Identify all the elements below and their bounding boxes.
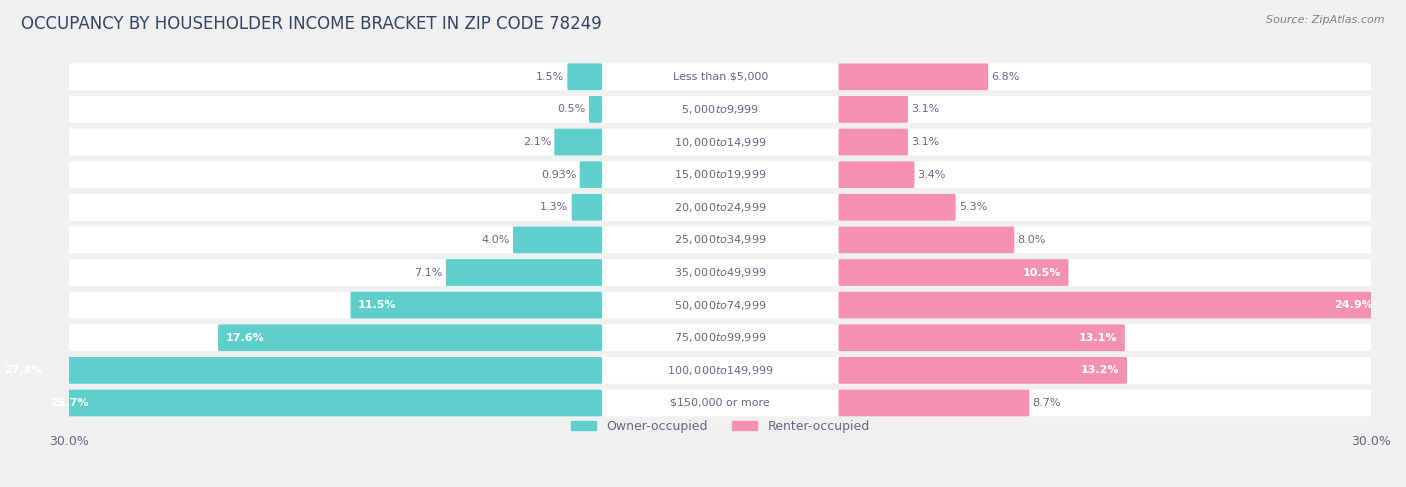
FancyBboxPatch shape <box>838 390 1029 416</box>
Text: 8.0%: 8.0% <box>1018 235 1046 245</box>
Text: 1.5%: 1.5% <box>536 72 564 82</box>
FancyBboxPatch shape <box>42 390 602 416</box>
Text: Less than $5,000: Less than $5,000 <box>672 72 768 82</box>
Text: $15,000 to $19,999: $15,000 to $19,999 <box>673 168 766 181</box>
FancyBboxPatch shape <box>838 292 1381 318</box>
FancyBboxPatch shape <box>69 390 1372 416</box>
FancyBboxPatch shape <box>838 129 908 155</box>
Text: 6.8%: 6.8% <box>991 72 1019 82</box>
Text: $75,000 to $99,999: $75,000 to $99,999 <box>673 331 766 344</box>
FancyBboxPatch shape <box>446 259 602 286</box>
FancyBboxPatch shape <box>579 161 602 188</box>
Text: $25,000 to $34,999: $25,000 to $34,999 <box>673 233 766 246</box>
Text: $10,000 to $14,999: $10,000 to $14,999 <box>673 135 766 149</box>
FancyBboxPatch shape <box>350 292 602 318</box>
Text: 7.1%: 7.1% <box>415 267 443 278</box>
Text: 1.3%: 1.3% <box>540 202 568 212</box>
FancyBboxPatch shape <box>589 96 602 123</box>
FancyBboxPatch shape <box>69 357 1372 384</box>
FancyBboxPatch shape <box>69 226 1372 253</box>
Text: 11.5%: 11.5% <box>359 300 396 310</box>
FancyBboxPatch shape <box>554 129 602 155</box>
Legend: Owner-occupied, Renter-occupied: Owner-occupied, Renter-occupied <box>565 415 875 438</box>
FancyBboxPatch shape <box>838 324 1125 351</box>
Text: $50,000 to $74,999: $50,000 to $74,999 <box>673 299 766 312</box>
FancyBboxPatch shape <box>218 324 602 351</box>
Text: 13.2%: 13.2% <box>1081 365 1119 375</box>
Text: 13.1%: 13.1% <box>1078 333 1118 343</box>
FancyBboxPatch shape <box>69 194 1372 221</box>
Text: 17.6%: 17.6% <box>226 333 264 343</box>
Text: 24.9%: 24.9% <box>1334 300 1374 310</box>
FancyBboxPatch shape <box>69 259 1372 286</box>
FancyBboxPatch shape <box>838 161 914 188</box>
FancyBboxPatch shape <box>513 226 602 253</box>
Text: 2.1%: 2.1% <box>523 137 551 147</box>
FancyBboxPatch shape <box>69 129 1372 155</box>
FancyBboxPatch shape <box>568 63 602 90</box>
Text: 3.4%: 3.4% <box>918 169 946 180</box>
Text: $100,000 to $149,999: $100,000 to $149,999 <box>666 364 773 377</box>
FancyBboxPatch shape <box>69 96 1372 123</box>
FancyBboxPatch shape <box>0 357 602 384</box>
FancyBboxPatch shape <box>69 161 1372 188</box>
Text: 4.0%: 4.0% <box>481 235 510 245</box>
FancyBboxPatch shape <box>838 226 1014 253</box>
Text: 27.8%: 27.8% <box>4 365 44 375</box>
Text: 3.1%: 3.1% <box>911 104 939 114</box>
FancyBboxPatch shape <box>838 63 988 90</box>
Text: $150,000 or more: $150,000 or more <box>671 398 770 408</box>
Text: 3.1%: 3.1% <box>911 137 939 147</box>
Text: 0.93%: 0.93% <box>541 169 576 180</box>
FancyBboxPatch shape <box>572 194 602 221</box>
Text: 10.5%: 10.5% <box>1022 267 1062 278</box>
FancyBboxPatch shape <box>838 96 908 123</box>
FancyBboxPatch shape <box>69 292 1372 318</box>
FancyBboxPatch shape <box>838 357 1128 384</box>
FancyBboxPatch shape <box>838 259 1069 286</box>
FancyBboxPatch shape <box>838 194 956 221</box>
Text: $5,000 to $9,999: $5,000 to $9,999 <box>681 103 759 116</box>
Text: $35,000 to $49,999: $35,000 to $49,999 <box>673 266 766 279</box>
Text: Source: ZipAtlas.com: Source: ZipAtlas.com <box>1267 15 1385 25</box>
Text: 5.3%: 5.3% <box>959 202 987 212</box>
Text: 0.5%: 0.5% <box>558 104 586 114</box>
Text: OCCUPANCY BY HOUSEHOLDER INCOME BRACKET IN ZIP CODE 78249: OCCUPANCY BY HOUSEHOLDER INCOME BRACKET … <box>21 15 602 33</box>
FancyBboxPatch shape <box>69 63 1372 90</box>
Text: 25.7%: 25.7% <box>51 398 89 408</box>
Text: $20,000 to $24,999: $20,000 to $24,999 <box>673 201 766 214</box>
Text: 8.7%: 8.7% <box>1032 398 1062 408</box>
FancyBboxPatch shape <box>69 324 1372 351</box>
